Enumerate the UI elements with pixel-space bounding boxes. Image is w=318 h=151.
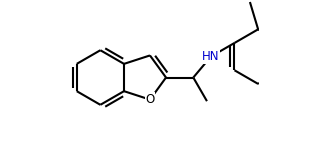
Text: HN: HN <box>202 50 220 63</box>
Text: O: O <box>145 93 155 106</box>
